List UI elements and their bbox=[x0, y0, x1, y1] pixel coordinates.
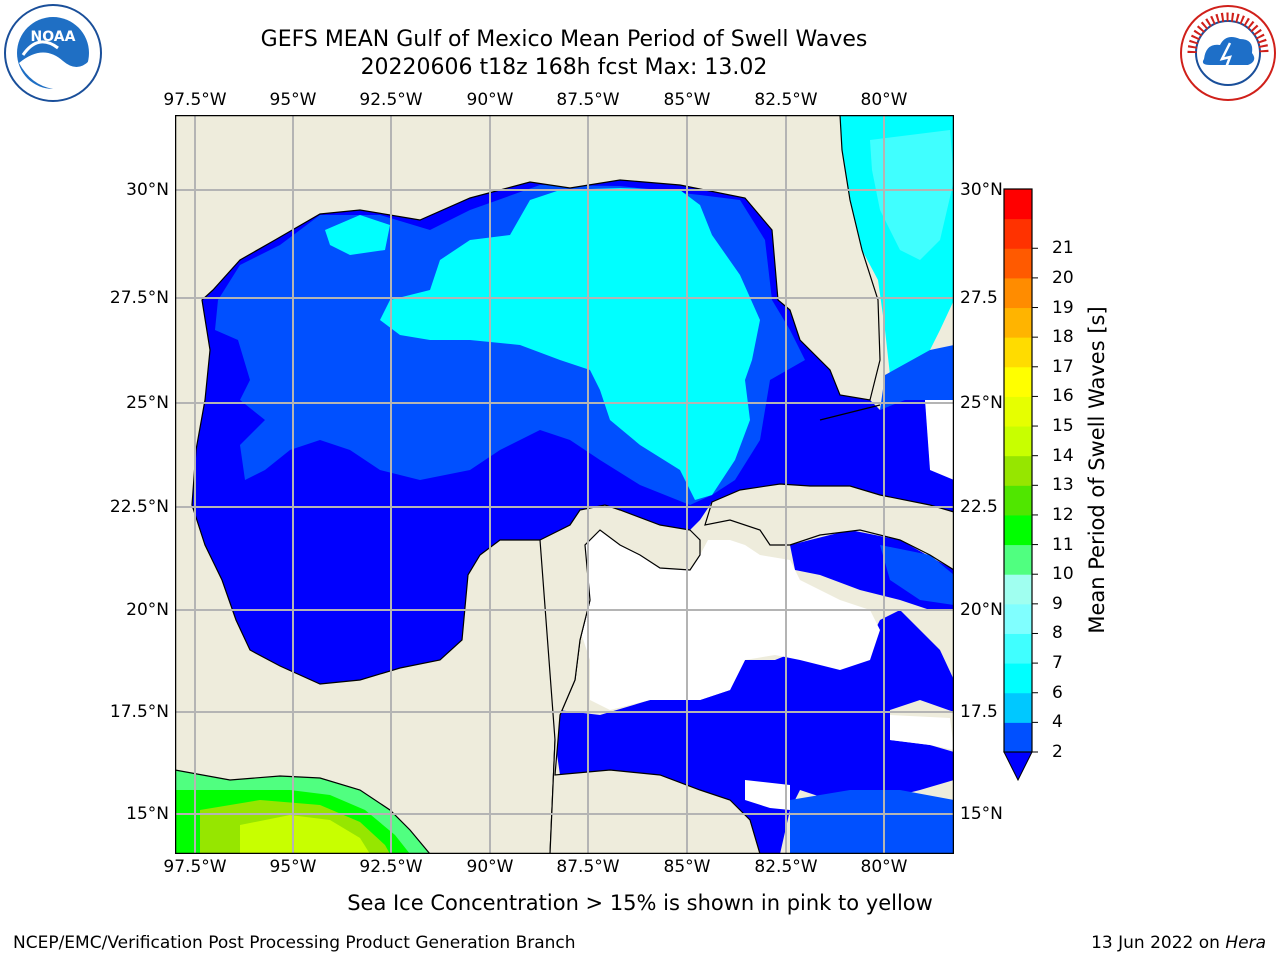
graticule bbox=[175, 115, 954, 854]
lat-label-right: 27.5 bbox=[960, 288, 998, 308]
colorbar-segment bbox=[1004, 603, 1032, 634]
lat-label-left: 17.5°N bbox=[109, 702, 169, 722]
colorbar bbox=[1003, 188, 1038, 782]
caribbean-medium-blue bbox=[790, 790, 954, 854]
colorbar-title: Mean Period of Swell Waves [s] bbox=[1085, 306, 1109, 634]
gulf-cyan-spot bbox=[325, 215, 390, 255]
colorbar-segment bbox=[1004, 514, 1032, 546]
colorbar-tick-label: 8 bbox=[1052, 623, 1063, 644]
lat-label-left: 25°N bbox=[126, 393, 169, 413]
footer-host: Hera bbox=[1225, 933, 1266, 953]
colorbar-under-triangle bbox=[1003, 751, 1033, 782]
lon-label-bottom: 90°W bbox=[466, 857, 514, 877]
lon-label-bottom: 82.5°W bbox=[754, 857, 818, 877]
colorbar-ticks bbox=[1032, 247, 1038, 753]
colorbar-tick-label: 18 bbox=[1052, 327, 1074, 348]
colorbar-tick-label: 2 bbox=[1052, 742, 1063, 762]
noaa-logo-text: NOAA bbox=[31, 29, 76, 45]
lon-label-top: 92.5°W bbox=[359, 90, 423, 110]
colorbar-tick-label: 16 bbox=[1052, 386, 1074, 407]
footer-date-text: 13 Jun 2022 on bbox=[1091, 933, 1226, 953]
lon-label-bottom: 80°W bbox=[860, 857, 908, 877]
colorbar-tick-label: 7 bbox=[1052, 653, 1063, 674]
colorbar-tick-label: 9 bbox=[1052, 593, 1063, 614]
colorbar-segment bbox=[1004, 426, 1032, 457]
lat-label-left: 20°N bbox=[126, 600, 169, 620]
atlantic-blue bbox=[880, 345, 954, 410]
colorbar-segment bbox=[1004, 337, 1032, 368]
colorbar-segment bbox=[1004, 455, 1032, 486]
colorbar-segment bbox=[1004, 248, 1032, 279]
lat-label-right: 15°N bbox=[960, 804, 1003, 824]
map-panel bbox=[175, 115, 954, 854]
colorbar-tick-label: 15 bbox=[1052, 416, 1074, 437]
lat-label-left: 22.5°N bbox=[109, 497, 169, 517]
footer-date: 13 Jun 2022 on Hera bbox=[1091, 933, 1266, 953]
colorbar-frame bbox=[1003, 188, 1033, 753]
colorbar-tick-label: 6 bbox=[1052, 682, 1063, 703]
lat-label-right: 30°N bbox=[960, 180, 1003, 200]
sea-ice-note: Sea Ice Concentration > 15% is shown in … bbox=[347, 891, 933, 915]
lat-label-left: 30°N bbox=[126, 180, 169, 200]
lon-label-top: 90°W bbox=[466, 90, 514, 110]
colorbar-segment bbox=[1004, 277, 1032, 309]
footer-credit: NCEP/EMC/Verification Post Processing Pr… bbox=[13, 933, 576, 953]
colorbar-segment bbox=[1004, 544, 1032, 575]
lon-label-bottom: 85°W bbox=[663, 857, 711, 877]
cuba-land bbox=[704, 483, 954, 571]
nodata-east bbox=[925, 400, 954, 480]
lat-label-right: 22.5 bbox=[960, 497, 998, 517]
colorbar-tick-label: 19 bbox=[1052, 297, 1074, 318]
colorbar-tick-label: 12 bbox=[1052, 504, 1074, 525]
colorbar-segment bbox=[1004, 485, 1032, 516]
lon-label-top: 85°W bbox=[663, 90, 711, 110]
colorbar-tick-label: 10 bbox=[1052, 564, 1074, 585]
caribbean-medium-blue-east bbox=[880, 545, 954, 605]
lon-label-top: 87.5°W bbox=[556, 90, 620, 110]
colorbar-tick-label: 21 bbox=[1052, 238, 1074, 259]
lat-label-left: 15°N bbox=[126, 804, 169, 824]
florida-keys bbox=[819, 404, 881, 421]
lon-label-top: 97.5°W bbox=[163, 90, 227, 110]
lon-label-bottom: 95°W bbox=[269, 857, 317, 877]
colorbar-tick-label: 4 bbox=[1052, 712, 1063, 733]
nodata-south bbox=[745, 780, 790, 810]
colorbar-segments bbox=[1004, 189, 1032, 753]
gulf-cyan-core bbox=[380, 188, 760, 500]
colorbar-segment bbox=[1004, 218, 1032, 249]
nodata-yucatan-channel bbox=[560, 530, 880, 710]
colorbar-tick-label: 17 bbox=[1052, 356, 1074, 377]
lat-label-right: 20°N bbox=[960, 600, 1003, 620]
colorbar-tick-label: 11 bbox=[1052, 534, 1074, 555]
colorbar-segment bbox=[1004, 574, 1032, 605]
chart-subtitle: 20220606 t18z 168h fcst Max: 13.02 bbox=[360, 55, 768, 80]
nws-logo bbox=[1180, 5, 1276, 101]
pacific-yellow bbox=[240, 815, 370, 854]
colorbar-segment bbox=[1004, 663, 1032, 694]
colorbar-tick-label: 20 bbox=[1052, 267, 1074, 288]
lon-label-top: 82.5°W bbox=[754, 90, 818, 110]
lat-label-right: 25°N bbox=[960, 393, 1003, 413]
colorbar-segment bbox=[1004, 366, 1032, 397]
colorbar-segment bbox=[1004, 307, 1032, 338]
lon-label-top: 80°W bbox=[860, 90, 908, 110]
lon-label-top: 95°W bbox=[269, 90, 317, 110]
map-frame bbox=[175, 115, 954, 854]
chart-title: GEFS MEAN Gulf of Mexico Mean Period of … bbox=[260, 27, 868, 52]
colorbar-tick-label: 14 bbox=[1052, 445, 1074, 466]
colorbar-segment bbox=[1004, 189, 1032, 220]
nodata-caribbean-south bbox=[890, 715, 954, 750]
lon-label-bottom: 92.5°W bbox=[359, 857, 423, 877]
atlantic-light-cyan bbox=[870, 130, 954, 260]
colorbar-segment bbox=[1004, 692, 1032, 723]
lon-label-bottom: 97.5°W bbox=[163, 857, 227, 877]
colorbar-tick-label: 13 bbox=[1052, 475, 1074, 496]
colorbar-segment bbox=[1004, 396, 1032, 427]
noaa-logo: NOAA bbox=[4, 4, 102, 102]
colorbar-segment bbox=[1004, 633, 1032, 664]
colorbar-segment bbox=[1004, 722, 1032, 753]
lat-label-left: 27.5°N bbox=[109, 288, 169, 308]
lat-label-right: 17.5 bbox=[960, 702, 998, 722]
lon-label-bottom: 87.5°W bbox=[556, 857, 620, 877]
